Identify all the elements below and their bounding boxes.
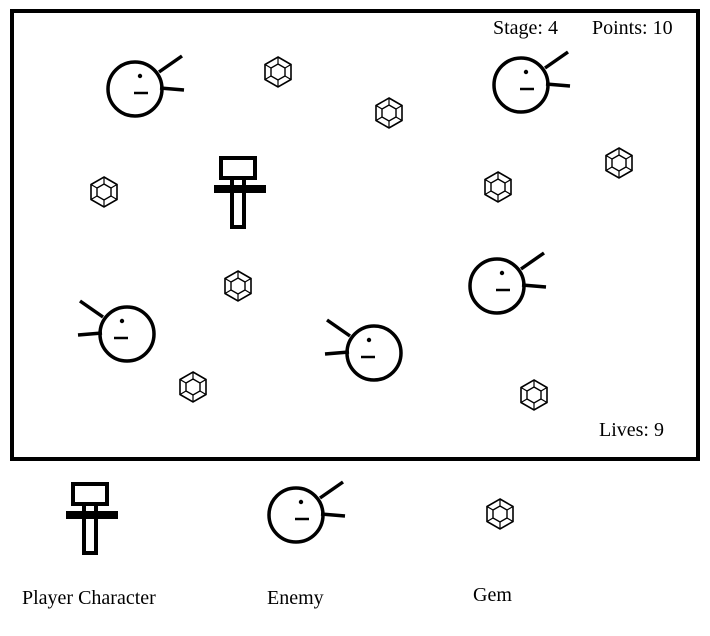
lives-value: 9 <box>654 419 664 441</box>
enemy-icon <box>102 51 192 121</box>
enemy-icon <box>464 248 554 318</box>
lives-indicator: Lives: 9 <box>599 418 664 442</box>
legend-gem-label: Gem <box>473 584 512 606</box>
gem-icon <box>262 55 294 89</box>
gem-icon <box>373 96 405 130</box>
legend-player-label: Player Character <box>22 587 156 609</box>
enemy-icon <box>317 315 407 385</box>
legend-gem-icon <box>484 497 516 531</box>
gem-icon <box>222 269 254 303</box>
points-indicator: Points: 10 <box>592 16 673 40</box>
legend-enemy-label: Enemy <box>267 587 324 609</box>
gem-icon <box>603 146 635 180</box>
gem-icon <box>518 378 550 412</box>
points-value: 10 <box>652 17 673 39</box>
enemy-icon <box>70 296 160 366</box>
player-character-icon[interactable] <box>213 155 269 229</box>
enemy-icon <box>488 47 578 117</box>
gem-icon <box>88 175 120 209</box>
game-board[interactable] <box>10 9 700 461</box>
stage-label: Stage: <box>493 17 543 39</box>
legend-enemy-icon <box>263 477 353 547</box>
lives-label: Lives: <box>599 419 649 441</box>
stage-indicator: Stage: 4 <box>493 16 558 40</box>
points-label: Points: <box>592 17 648 39</box>
gem-icon <box>177 370 209 404</box>
legend-player-character-icon <box>65 481 121 555</box>
stage-value: 4 <box>548 17 558 39</box>
gem-icon <box>482 170 514 204</box>
